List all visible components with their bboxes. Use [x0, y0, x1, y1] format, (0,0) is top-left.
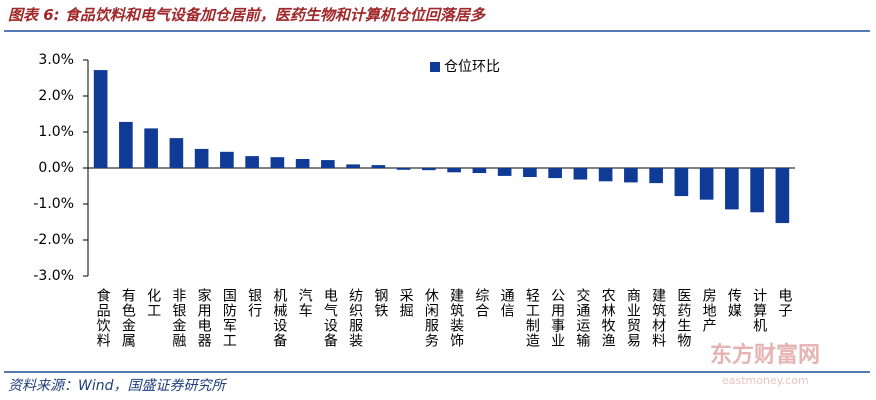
x-tick-label: 建筑装饰: [448, 288, 464, 348]
bar: [396, 168, 411, 170]
bar: [624, 168, 638, 183]
x-tick-label: 轻工制造: [524, 288, 540, 348]
x-tick-label: 交通运输: [574, 287, 590, 348]
watermark-url: eastmoney.com: [722, 374, 809, 387]
bar: [346, 164, 360, 168]
x-tick-label: 医药生物: [675, 288, 691, 348]
bar: [674, 168, 689, 197]
x-tick-label: 化工: [145, 288, 161, 318]
x-tick-label: 房地产: [701, 288, 717, 333]
x-tick-label: 电子: [776, 288, 792, 318]
x-tick-label: 银行: [246, 288, 262, 318]
x-tick-label: 有色金属: [120, 288, 136, 348]
chart-title: 图表 6: 食品饮料和电气设备加仓居前，医药生物和计算机仓位回落居多: [8, 6, 486, 24]
bar: [295, 159, 310, 168]
y-tick-label: -1.0%: [33, 196, 74, 212]
x-tick-label: 计算机: [751, 288, 767, 333]
bar: [573, 168, 588, 180]
x-tick-label: 纺织服装: [347, 288, 363, 348]
x-tick-label: 商业贸易: [625, 288, 641, 348]
y-tick-label: 2.0%: [38, 88, 74, 104]
bar: [598, 168, 613, 182]
x-tick-label: 机械设备: [271, 288, 287, 348]
bar: [371, 165, 386, 168]
bar: [775, 168, 790, 224]
bar: [472, 168, 487, 174]
bar: [119, 121, 133, 168]
x-tick-label: 电气设备: [322, 288, 338, 348]
bar: [699, 168, 714, 200]
bar: [422, 168, 436, 171]
x-tick-label: 采掘: [398, 288, 414, 318]
x-tick-label: 钢铁: [372, 288, 388, 318]
x-tick-label: 休闲服务: [423, 288, 439, 348]
x-tick-label: 通信: [499, 288, 515, 318]
bar: [725, 168, 739, 210]
y-tick-label: 0.0%: [38, 160, 74, 176]
x-tick-label: 食品饮料: [95, 287, 111, 348]
bar: [93, 70, 108, 168]
y-tick-label: -2.0%: [33, 232, 74, 248]
x-tick-label: 农林牧渔: [600, 288, 616, 348]
y-tick-label: -3.0%: [33, 268, 74, 284]
x-tick-label: 汽车: [297, 288, 313, 318]
bar: [649, 168, 663, 184]
legend-swatch: [430, 62, 440, 72]
bar: [497, 168, 512, 176]
bar: [194, 148, 209, 168]
x-tick-label: 建筑材料: [650, 288, 666, 348]
bar: [144, 128, 158, 168]
bar: [220, 151, 234, 168]
bar: [321, 160, 335, 168]
source: 资料来源：Wind，国盛证券研究所: [8, 378, 227, 394]
bar: [523, 168, 537, 177]
bar: [548, 168, 562, 179]
bar: [169, 138, 184, 168]
bar: [270, 157, 285, 168]
x-tick-label: 传媒: [726, 288, 742, 318]
x-tick-label: 综合: [473, 288, 489, 318]
bar: [447, 168, 461, 173]
legend-label: 仓位环比: [444, 59, 500, 75]
x-tick-label: 国防军工: [221, 288, 237, 348]
watermark: 东方财富网: [710, 342, 820, 368]
bar: [245, 156, 259, 168]
x-tick-label: 非银金融: [170, 288, 186, 348]
x-tick-label: 家用电器: [196, 287, 212, 348]
x-tick-label: 公用事业: [549, 288, 565, 348]
y-tick-label: 3.0%: [38, 52, 74, 68]
bar: [750, 168, 764, 213]
y-tick-label: 1.0%: [38, 124, 74, 140]
